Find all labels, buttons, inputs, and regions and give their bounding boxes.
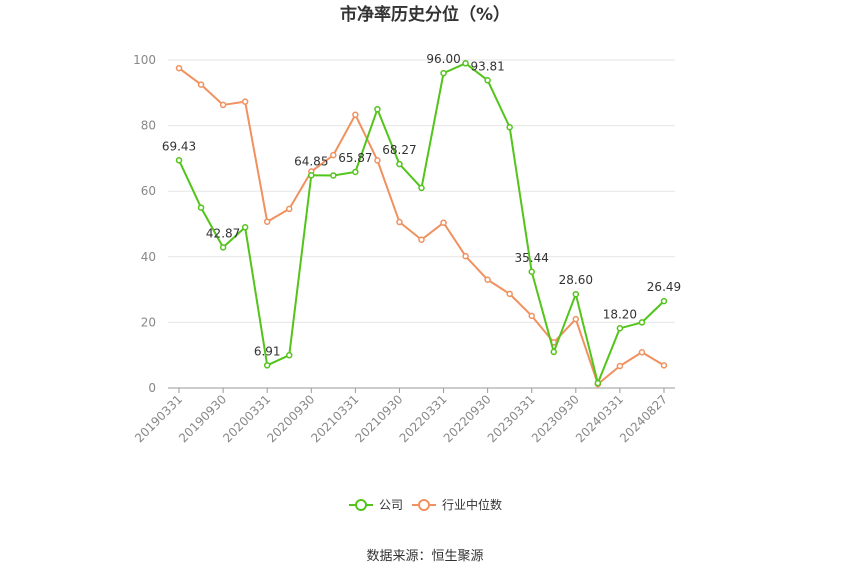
data-label: 64.85 bbox=[294, 154, 328, 168]
data-point bbox=[660, 362, 668, 369]
legend[interactable]: 公司 行业中位数 bbox=[349, 497, 502, 512]
data-point bbox=[285, 205, 293, 213]
data-point bbox=[396, 160, 403, 168]
data-point bbox=[440, 69, 447, 77]
data-label: 68.27 bbox=[382, 143, 416, 157]
data-point bbox=[572, 315, 580, 323]
data-point bbox=[219, 101, 227, 109]
y-tick-label: 20 bbox=[141, 315, 156, 329]
chart-title: 市净率历史分位（%） bbox=[340, 4, 510, 25]
data-point bbox=[660, 297, 668, 305]
legend-swatch-marker bbox=[355, 499, 367, 511]
y-tick-label: 100 bbox=[133, 53, 156, 67]
data-point bbox=[506, 123, 513, 131]
data-label: 6.91 bbox=[254, 344, 281, 358]
data-point bbox=[462, 60, 469, 67]
data-point bbox=[396, 218, 403, 226]
data-source: 数据来源：恒生聚源 bbox=[366, 549, 483, 564]
data-point bbox=[330, 172, 337, 179]
data-point bbox=[352, 168, 359, 176]
series-group bbox=[175, 60, 668, 388]
data-label: 93.81 bbox=[470, 59, 504, 73]
legend-label: 公司 bbox=[379, 498, 403, 512]
data-point bbox=[528, 312, 535, 320]
data-point bbox=[484, 276, 491, 284]
data-point bbox=[594, 379, 602, 387]
data-point bbox=[484, 77, 491, 84]
data-point bbox=[418, 236, 425, 243]
grid-lines bbox=[168, 59, 675, 323]
data-label: 96.00 bbox=[426, 52, 460, 66]
series-line bbox=[178, 67, 665, 386]
y-tick-label: 60 bbox=[141, 184, 156, 198]
data-point bbox=[219, 244, 227, 251]
data-point bbox=[440, 219, 447, 226]
data-point bbox=[462, 252, 469, 260]
data-point bbox=[330, 151, 337, 159]
data-point bbox=[175, 157, 183, 164]
data-label: 28.60 bbox=[559, 273, 593, 287]
data-point bbox=[418, 184, 425, 192]
data-label: 69.43 bbox=[162, 139, 196, 153]
data-point bbox=[263, 218, 271, 225]
data-labels: 69.43 42.87 6.91 64.85 65.87 68.27 96.00 93.81 3… bbox=[162, 52, 681, 358]
data-label: 18.20 bbox=[603, 307, 637, 321]
data-point bbox=[263, 362, 271, 369]
data-label: 65.87 bbox=[338, 151, 372, 165]
x-axis: 2019033120190930202003312020093020210331… bbox=[132, 387, 675, 445]
series-line bbox=[178, 62, 665, 385]
y-tick-label: 0 bbox=[148, 381, 156, 395]
data-label: 35.44 bbox=[515, 251, 549, 265]
data-point bbox=[528, 268, 535, 276]
data-point bbox=[197, 204, 205, 211]
data-point bbox=[638, 348, 646, 356]
data-point bbox=[241, 98, 249, 105]
data-point bbox=[374, 105, 381, 113]
data-point bbox=[616, 362, 624, 370]
data-point bbox=[352, 111, 359, 119]
y-axis: 0 20 40 60 80 100 bbox=[133, 53, 156, 395]
data-point bbox=[308, 172, 315, 179]
data-point bbox=[374, 157, 381, 164]
data-point bbox=[197, 81, 205, 88]
y-tick-label: 80 bbox=[141, 119, 156, 133]
data-point bbox=[506, 290, 513, 298]
data-point bbox=[572, 290, 580, 298]
legend-label: 行业中位数 bbox=[442, 497, 502, 512]
y-tick-label: 40 bbox=[141, 250, 156, 264]
data-point bbox=[616, 325, 624, 332]
data-point bbox=[241, 224, 249, 231]
data-point bbox=[285, 351, 293, 359]
legend-swatch-marker bbox=[418, 499, 430, 511]
data-point bbox=[638, 319, 646, 326]
data-label: 42.87 bbox=[206, 226, 240, 240]
data-label: 26.49 bbox=[647, 280, 681, 294]
x-tick-label: 20240827 bbox=[617, 392, 670, 445]
data-point bbox=[550, 348, 558, 356]
data-point bbox=[175, 64, 183, 72]
